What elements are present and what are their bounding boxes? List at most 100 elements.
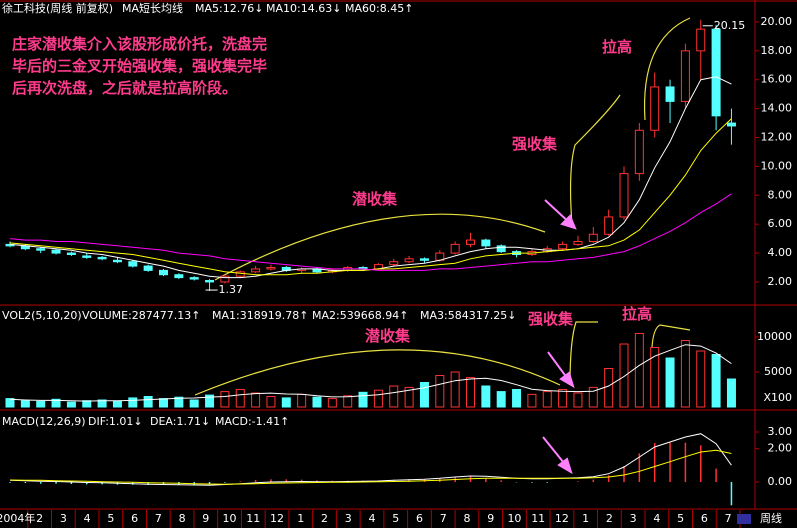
y-tick-label: 14.00 [761,102,793,115]
time-label: 6 [416,512,423,525]
candle-body [189,277,199,280]
volume-bar [665,357,675,408]
y-tick-label: 0.00 [768,475,793,488]
time-label: 4 [369,512,376,525]
volume-bar [404,386,414,408]
candle-body [573,241,583,245]
y-tick-label: 10.00 [761,159,793,172]
volume-bar [389,385,399,408]
time-label: 1 [297,512,304,525]
candle-body [82,255,92,258]
volume-bar [573,392,583,408]
time-label: 2004年 [0,511,35,525]
time-label: 2 [606,512,613,525]
annotation: 潜收集 [365,327,411,345]
legend-entry: MA1:318919.78↑ [212,309,308,322]
volume-bar [343,395,353,408]
volume-bar [112,400,122,408]
y-tick-label: 18.00 [761,44,793,57]
y-tick-label: 2.00 [768,275,793,288]
volume-bar [450,371,460,408]
candle-body [389,261,399,266]
volume-bar [358,391,368,408]
line-series [9,449,732,485]
volume-bar [66,401,76,408]
volume-bar [266,396,276,408]
volume-bar [297,393,307,408]
line-series [9,193,732,271]
y-tick-label: 12.00 [761,131,793,144]
time-label: 12 [270,512,284,525]
volume-bar [527,393,537,408]
y-tick-label: 5000 [764,365,792,378]
title: MACD(12,26,9) [2,415,86,428]
volume-bar [327,398,337,408]
candle-body [251,268,261,273]
legend-entry: DEA:1.71↓ [150,415,210,428]
volume-bar [235,389,245,408]
volume-bar [696,350,706,408]
candle-body [496,245,506,253]
volume-bar [128,397,138,408]
candle-body [711,28,721,117]
time-label: 6 [131,512,138,525]
legend-entry: MA10:14.63↓ [266,2,341,15]
volume-bar [558,389,568,408]
volume-bar [5,398,15,408]
candle-body [220,275,230,283]
candle-body [588,233,598,242]
annotation: 毕后的三金叉开始强收集，强收集完毕 [12,57,267,75]
volume-bar [481,385,491,408]
volume-bar [281,397,291,408]
volume-bar [159,398,168,408]
volume-bar [680,340,690,408]
title: VOL2(5,10,20) [2,309,82,322]
time-label: 9 [202,512,209,525]
y-tick-label: 10000 [757,330,792,343]
candle-body [604,216,614,235]
line-series [9,433,732,486]
volume-bar [496,391,506,408]
volume-bar [82,400,92,408]
annotation: 强收集 [528,310,574,328]
title: 徐工科技(周线 前复权) [2,1,113,15]
y-tick-label: 8.00 [768,188,793,201]
volume-bar [373,389,383,408]
volume-bar [711,354,721,408]
annotation: 后再次洗盘，之后就是拉高阶段。 [12,79,237,97]
volume-bar [20,400,30,408]
time-label: 11 [531,512,545,525]
volume-bar [312,396,322,408]
volume-bar [619,343,629,408]
volume-bar [251,392,261,408]
volume-bar [634,333,644,408]
candle-body [665,86,675,102]
period-label: 周线 [760,511,782,525]
annotation-curves [194,17,691,396]
candle-body [450,243,460,254]
annotation: 拉高 [602,38,632,56]
volume-bar [512,389,522,408]
legend-entry: MA5:12.76↓ [195,2,263,15]
annotation: 庄家潜收集介入该股形成价托，洗盘完 [12,35,267,53]
candle-body [51,249,61,254]
volume-bar [174,396,184,408]
time-label: 12 [555,512,569,525]
time-label: 4 [84,512,91,525]
time-label: 5 [677,512,684,525]
candle-body [128,261,138,267]
volume-bar [51,398,61,408]
time-label: 7 [155,512,162,525]
unit-label: X100 [763,391,792,404]
time-label: 8 [463,512,470,525]
annotation: 潜收集 [352,190,398,208]
time-label: 7 [440,512,447,525]
candle-body [481,239,491,247]
time-label: 5 [392,512,399,525]
time-label: 8 [179,512,186,525]
y-tick-label: 3.00 [768,425,793,438]
candle-body [419,258,429,261]
candle-body [36,248,46,251]
legend-entry: MA3:584317.25↓ [420,309,516,322]
y-tick-label: 20.00 [761,15,793,28]
